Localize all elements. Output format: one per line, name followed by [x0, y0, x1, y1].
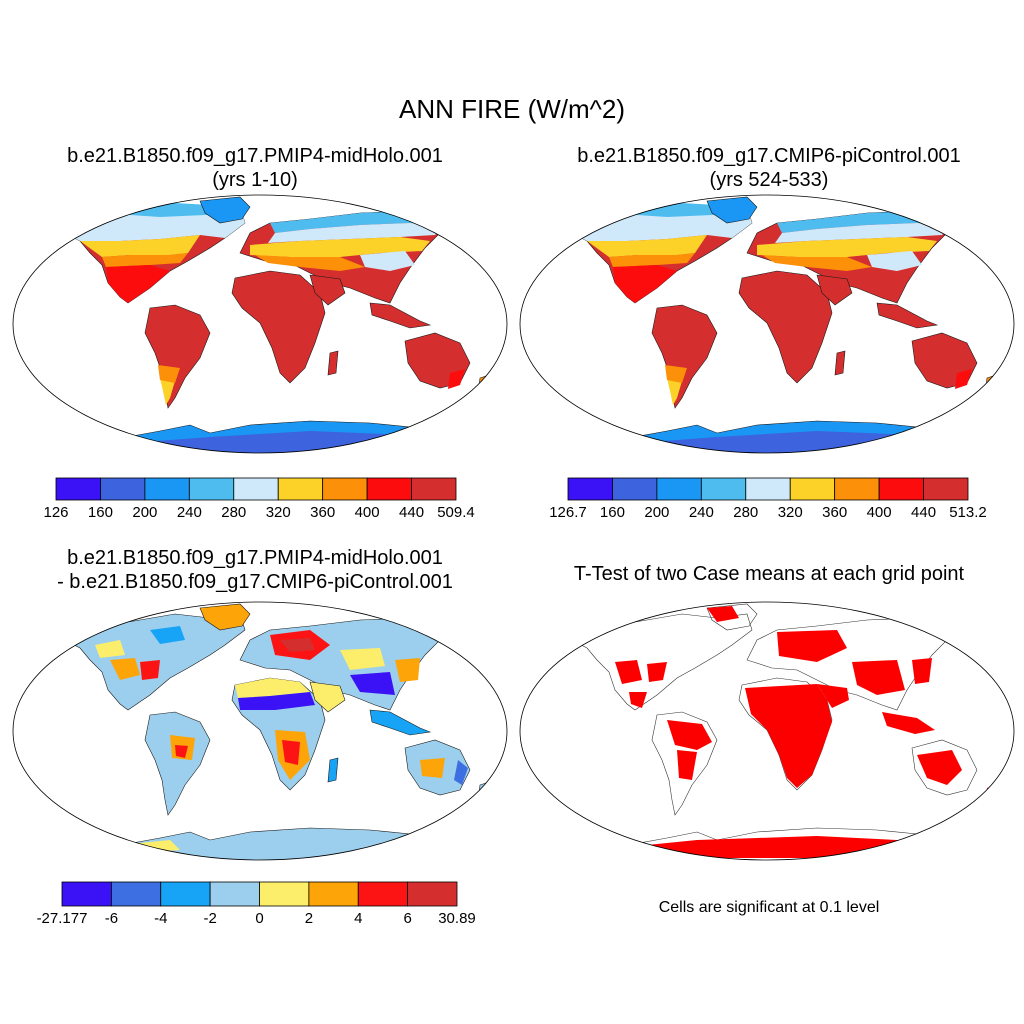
colorbar-tick-label: -4	[154, 910, 167, 927]
colorbar-tick-label: 126	[43, 504, 68, 521]
colorbar-tick-label: 440	[911, 504, 936, 521]
colorbar-swatch	[878, 477, 924, 501]
colorbar-tick-label: 4	[354, 910, 362, 927]
panel-4-title: T-Test of two Case means at each grid po…	[573, 563, 965, 585]
colorbar-tick-label: 509.4	[437, 504, 475, 521]
colorbar-swatch	[259, 881, 310, 907]
colorbar-swatch	[308, 881, 359, 907]
panel-3-title-line2: - b.e21.B1850.f09_g17.CMIP6-piControl.00…	[57, 571, 453, 593]
globe-border	[519, 601, 1015, 861]
colorbar-tick-label: -2	[203, 910, 216, 927]
colorbar-tick-label: 280	[221, 504, 246, 521]
colorbar-swatch	[322, 477, 368, 501]
colorbar-swatch	[357, 881, 409, 907]
panel-1-title-line2: (yrs 1-10)	[212, 169, 298, 191]
map-midholo	[12, 194, 508, 454]
colorbar-tick-label: 30.89	[438, 910, 476, 927]
colorbar-swatch	[366, 477, 412, 501]
colorbar-tick-label: 320	[778, 504, 803, 521]
colorbar-swatch	[277, 477, 324, 501]
colorbar-tick-label: 160	[600, 504, 625, 521]
south-america	[144, 711, 211, 816]
significance-note: Cells are significant at 0.1 level	[658, 899, 880, 916]
panel-2-title-line1: b.e21.B1850.f09_g17.CMIP6-piControl.001	[577, 145, 961, 167]
antarctica	[13, 827, 507, 860]
africa	[738, 270, 833, 384]
globe-border	[12, 601, 508, 861]
africa	[231, 270, 326, 384]
colorbar-swatch	[55, 477, 101, 501]
panel-2-title-line2: (yrs 524-533)	[709, 169, 829, 191]
colorbar-tick-label: 320	[266, 504, 291, 521]
colorbar-swatch	[745, 477, 791, 501]
greenland	[199, 603, 251, 631]
map-ttest	[519, 601, 1015, 861]
south-america	[651, 304, 718, 409]
colorbar-tick-label: 400	[355, 504, 380, 521]
colorbar-tick-label: 2	[305, 910, 313, 927]
colorbar-swatch	[100, 477, 146, 501]
land-fields	[520, 196, 1014, 453]
globe-border	[12, 194, 508, 454]
colorbar-tick-label: -27.177	[37, 910, 88, 927]
greenland	[199, 196, 251, 224]
colorbar-difference: -27.177 -6 -4 -2 0 2 4 6 30.89	[37, 881, 476, 927]
colorbar-midholo: 126 160 200 240 280 320 360 400 440 509.4	[43, 477, 475, 521]
south-america	[144, 304, 211, 409]
colorbar-tick-label: 280	[733, 504, 758, 521]
colorbar-tick-label: 6	[403, 910, 411, 927]
colorbar-swatch	[567, 477, 613, 501]
colorbar-tick-label: 240	[177, 504, 202, 521]
colorbar-swatch	[110, 881, 162, 907]
colorbar-tick-label: 126.7	[549, 504, 587, 521]
colorbar-swatch	[411, 477, 457, 501]
colorbar-tick-label: 0	[255, 910, 263, 927]
colorbar-swatch	[612, 477, 658, 501]
colorbar-tick-label: 513.2	[949, 504, 987, 521]
colorbar-swatch	[188, 477, 235, 501]
colorbar-swatch	[233, 477, 279, 501]
panel-1-title-line1: b.e21.B1850.f09_g17.PMIP4-midHolo.001	[67, 145, 443, 167]
colorbar-swatch	[160, 881, 211, 907]
colorbar-tick-label: 200	[644, 504, 669, 521]
colorbar-tick-label: 400	[867, 504, 892, 521]
colorbar-tick-label: 360	[310, 504, 335, 521]
map-picontrol	[519, 194, 1015, 454]
colorbar-tick-label: -6	[105, 910, 118, 927]
colorbar-swatch	[61, 881, 112, 907]
colorbar-swatch	[656, 477, 702, 501]
colorbar-swatch	[700, 477, 747, 501]
panel-1-title: b.e21.B1850.f09_g17.PMIP4-midHolo.001 (y…	[20, 144, 490, 192]
colorbar-swatch	[407, 881, 458, 907]
panel-2-title: b.e21.B1850.f09_g17.CMIP6-piControl.001 …	[534, 144, 1004, 192]
panel-3-title-line1: b.e21.B1850.f09_g17.PMIP4-midHolo.001	[67, 547, 443, 569]
colorbar-tick-label: 440	[399, 504, 424, 521]
colorbar-tick-label: 160	[88, 504, 113, 521]
colorbar-swatch	[789, 477, 836, 501]
greenland	[706, 196, 758, 224]
colorbar-swatch	[923, 477, 969, 501]
colorbar-swatch	[209, 881, 260, 907]
map-difference	[12, 601, 508, 861]
colorbar-swatch	[144, 477, 190, 501]
globe-border	[519, 194, 1015, 454]
colorbar-picontrol: 126.7 160 200 240 280 320 360 400 440 513.2	[549, 477, 987, 521]
figure-title: ANN FIRE (W/m^2)	[399, 94, 625, 124]
land-fields	[13, 603, 507, 860]
colorbar-tick-label: 360	[822, 504, 847, 521]
colorbar-tick-label: 200	[132, 504, 157, 521]
colorbar-swatch	[834, 477, 880, 501]
colorbar-tick-label: 240	[689, 504, 714, 521]
panel-3-title: b.e21.B1850.f09_g17.PMIP4-midHolo.001 - …	[20, 546, 490, 594]
globe-background	[520, 602, 1014, 860]
